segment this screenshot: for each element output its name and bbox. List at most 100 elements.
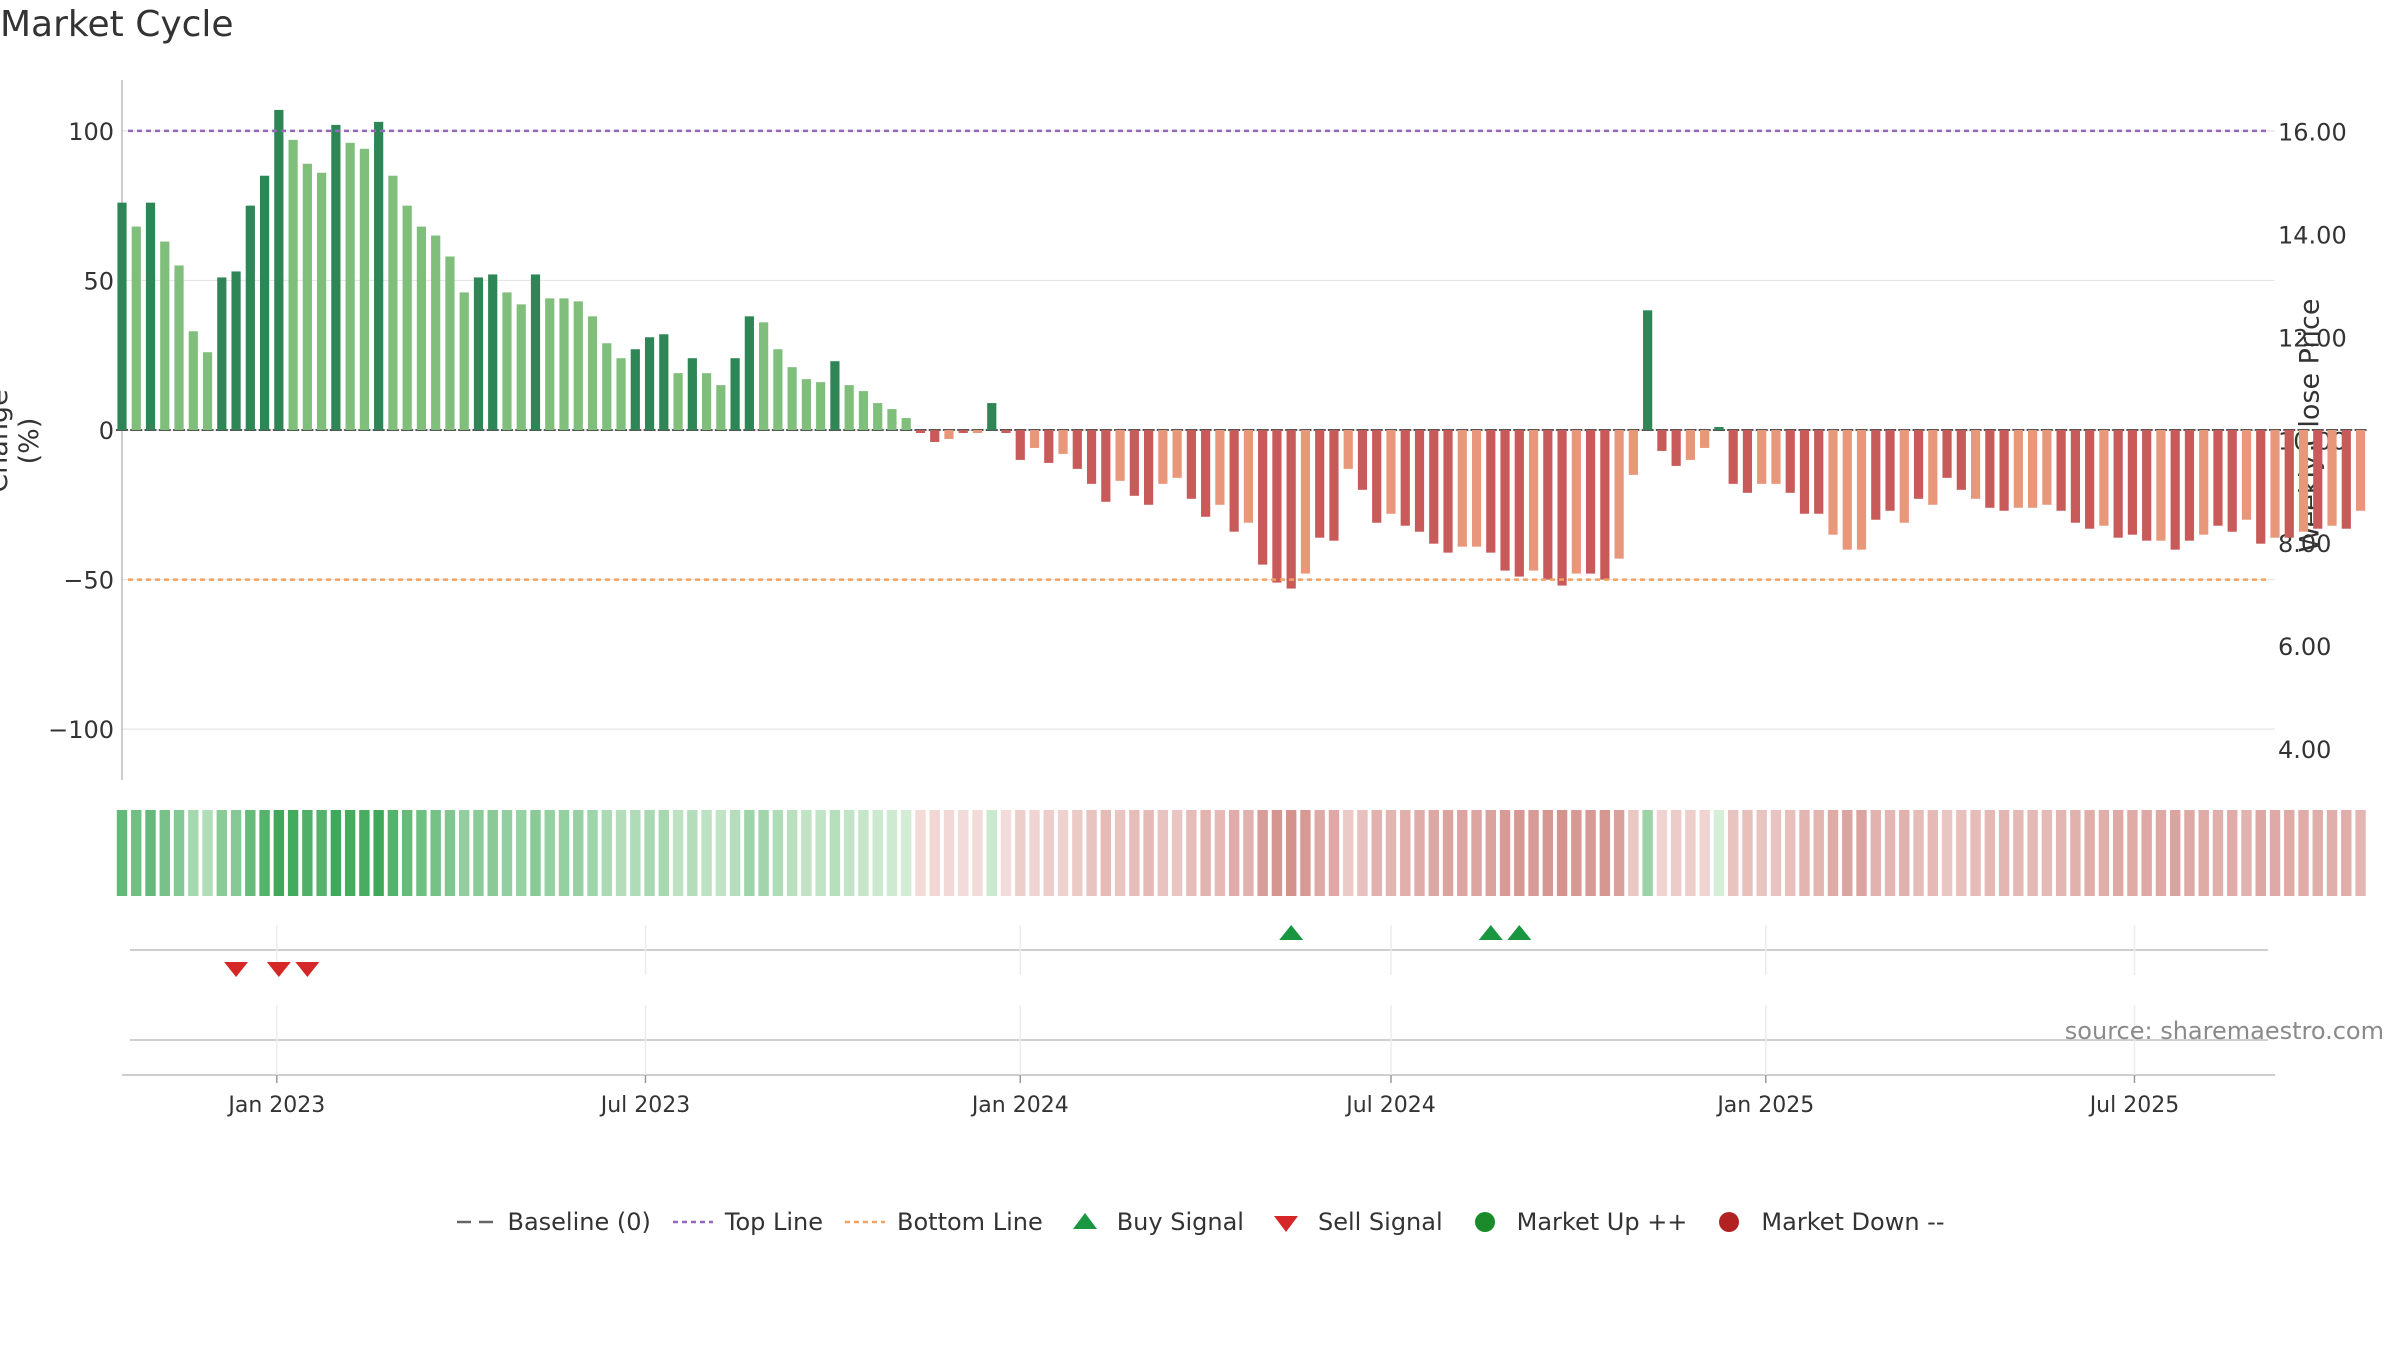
bar [687, 358, 697, 430]
bar [958, 430, 968, 433]
bar [160, 241, 170, 430]
bar [1928, 430, 1938, 505]
heat-cell [1585, 810, 1596, 896]
heat-cell [173, 810, 185, 896]
heat-cell [758, 810, 769, 896]
bar [1486, 430, 1496, 553]
heat-cell [530, 810, 541, 896]
heat-cell [1114, 810, 1126, 896]
bar [730, 358, 740, 430]
bar [1172, 430, 1182, 478]
bar [174, 265, 184, 430]
heat-cell [1656, 810, 1668, 896]
heat-cell [259, 810, 270, 896]
heat-cell [145, 810, 156, 896]
sell-signal-marker [266, 962, 291, 977]
legend: Baseline (0) Top Line Bottom Line Buy Si… [0, 1208, 2400, 1236]
y-tick-label: −50 [63, 567, 114, 595]
sell-triangle-icon [1273, 1216, 1298, 1232]
heat-cell [359, 810, 370, 896]
heat-cell [1514, 810, 1525, 896]
heat-cell [373, 810, 384, 896]
market-down-dot-icon [1719, 1212, 1740, 1232]
heat-cell [387, 810, 399, 896]
source-credit: source: sharemaestro.com [2064, 1017, 2384, 1045]
bar [317, 172, 327, 430]
bar [1029, 430, 1040, 448]
heat-cell [886, 810, 898, 896]
bar [1828, 430, 1838, 535]
bar [2156, 430, 2166, 541]
heat-cell [401, 810, 413, 896]
bar [1429, 430, 1439, 544]
heat-cell [744, 810, 755, 896]
bar [1471, 430, 1482, 547]
heat-cell [1770, 810, 1782, 896]
x-tick-label: Jan 2023 [226, 1093, 325, 1118]
heat-cell [1314, 810, 1325, 896]
heat-cell [1015, 810, 1026, 896]
legend-bottom-line-swatch [845, 1220, 886, 1224]
bar [2241, 430, 2252, 520]
bar [1186, 430, 1196, 499]
y2-tick-label: 16.00 [2278, 118, 2347, 146]
bar [1586, 430, 1596, 574]
bar [930, 430, 940, 442]
heat-cell [1528, 810, 1539, 896]
bar [345, 142, 355, 431]
bar [1856, 430, 1867, 550]
heat-cell [1613, 810, 1625, 896]
bar [744, 316, 754, 430]
heat-cell [1984, 810, 1996, 896]
bar [1543, 430, 1553, 580]
bar [1671, 430, 1681, 466]
heat-cell [1100, 810, 1112, 896]
heat-cell [901, 810, 912, 896]
legend-bottom-line-label: Bottom Line [897, 1208, 1043, 1236]
heat-cell [2098, 810, 2110, 896]
heat-cell [1970, 810, 1981, 896]
heat-cell [2155, 810, 2167, 896]
bar [245, 205, 255, 430]
x-tick-label: Jul 2025 [2088, 1093, 2180, 1118]
bar [2313, 430, 2323, 529]
heat-cell [1442, 810, 1454, 896]
heat-cell [687, 810, 698, 896]
heat-cell [302, 810, 313, 896]
heat-cell [829, 810, 841, 896]
heat-cell [1328, 810, 1340, 896]
bar [1115, 430, 1125, 481]
bar [1400, 430, 1410, 526]
bar [1757, 430, 1767, 484]
bar [1728, 430, 1738, 484]
heat-cell [458, 810, 470, 896]
bar [1158, 430, 1168, 484]
legend-bottom-line: Bottom Line [845, 1208, 1043, 1236]
heat-cell [116, 810, 128, 896]
heat-cell [1243, 810, 1254, 896]
heat-cell [1072, 810, 1083, 896]
bar [231, 271, 241, 430]
heat-cell [2255, 810, 2266, 896]
bar [1143, 430, 1154, 505]
heat-cell [2112, 810, 2124, 896]
bar [1970, 430, 1981, 499]
buy-signal-marker [1507, 925, 1532, 940]
bar [1443, 430, 1453, 553]
heat-cell [2198, 810, 2209, 896]
heat-cell [1186, 810, 1197, 896]
bar [1315, 430, 1325, 538]
bar [801, 379, 811, 430]
heat-cell [1200, 810, 1211, 896]
heat-cell [972, 810, 983, 896]
bar [431, 235, 441, 430]
bar [602, 343, 612, 430]
heat-cell [2284, 810, 2295, 896]
chart-title: Market Cycle [0, 4, 234, 45]
bar [2170, 430, 2180, 550]
bar [858, 391, 869, 430]
heat-cell [2227, 810, 2238, 896]
bar [830, 361, 840, 430]
heat-cell [815, 810, 826, 896]
bar [2028, 430, 2038, 508]
